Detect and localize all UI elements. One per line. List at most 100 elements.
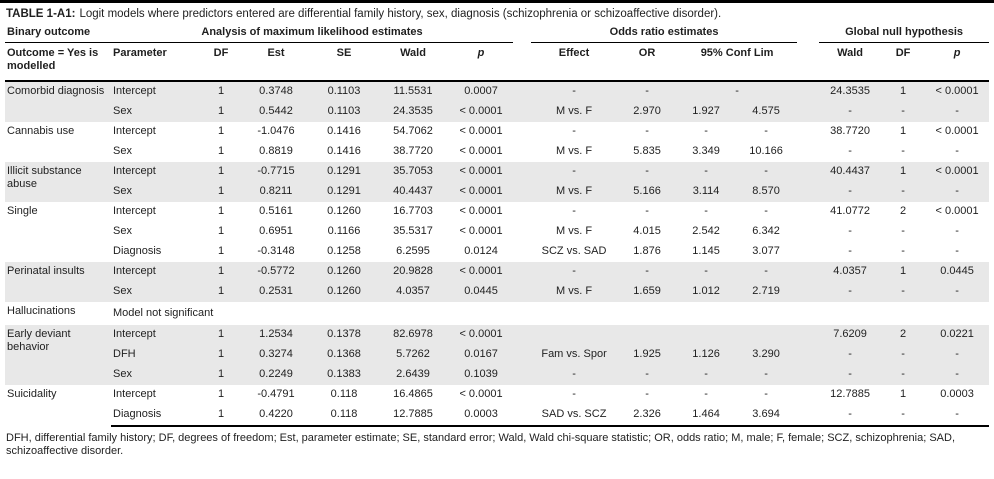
cell-wald: 35.5317: [393, 225, 433, 238]
cell-global-df: 1: [900, 125, 907, 138]
cell-global-p: 0.0003: [940, 388, 974, 401]
cell-df: 1: [201, 161, 241, 182]
cell-or: 4.015: [633, 225, 661, 238]
header-gap: [513, 42, 532, 82]
cell-gap: [513, 202, 531, 222]
cell-p: < 0.0001: [459, 145, 503, 158]
cell-wald: 4.0357: [377, 281, 449, 302]
cell-global-df: 1: [881, 261, 926, 282]
cell-df: 1: [201, 364, 241, 385]
cell-se: 0.1383: [311, 364, 377, 385]
header-group-global: Global null hypothesis: [819, 24, 990, 44]
cell-gap: [797, 202, 819, 222]
cell-conf-lower: 2.542: [692, 225, 720, 238]
cell-effect: M vs. F: [531, 101, 618, 122]
cell-global-df: -: [881, 344, 926, 365]
cell-conf-upper: 2.719: [735, 281, 798, 302]
cell-p: 0.0124: [464, 245, 498, 258]
cell-global-p: < 0.0001: [935, 125, 979, 138]
cell-est: -1.0476: [257, 125, 295, 138]
cell-global-df: -: [901, 245, 905, 258]
cell-p: < 0.0001: [459, 125, 503, 138]
cell-or: -: [645, 205, 649, 218]
cell-se: 0.1103: [311, 80, 377, 102]
cell-conf-upper: 4.575: [735, 101, 798, 122]
cell-gap: [797, 404, 820, 427]
header-gap: [513, 24, 531, 43]
cell-df: 1: [201, 261, 241, 282]
cell-global-p: < 0.0001: [925, 161, 990, 182]
cell-est: -0.3148: [257, 245, 295, 258]
cell-gap: [797, 181, 820, 202]
header-df: DF: [201, 42, 241, 82]
cell-gap: [797, 142, 819, 162]
cell-df: 1: [201, 324, 241, 345]
cell-est: -0.4791: [257, 388, 295, 401]
cell-global-p: -: [925, 101, 990, 122]
cell-global-p: -: [925, 344, 990, 365]
cell-gap: [513, 364, 532, 385]
cell-gap: [797, 281, 820, 302]
cell-parameter: Sex: [111, 281, 201, 302]
header-wald: Wald: [377, 42, 449, 82]
cell-se: 0.1260: [327, 205, 361, 218]
cell-conf-lower: [677, 324, 736, 345]
cell-se: 0.118: [330, 388, 358, 401]
cell-gap: [797, 364, 820, 385]
cell-se: 0.1166: [327, 225, 361, 238]
cell-wald: 38.7720: [393, 145, 433, 158]
cell-global-p: -: [955, 245, 959, 258]
cell-or: 5.166: [617, 181, 678, 202]
cell-conf-lower: 3.114: [677, 181, 736, 202]
cell-gap: [797, 344, 820, 365]
cell-effect: -: [572, 125, 576, 138]
cell-conf-lower: -: [704, 125, 708, 138]
cell-conf-upper: 3.290: [735, 344, 798, 365]
cell-parameter: Intercept: [111, 324, 201, 345]
cell-conf-upper: 3.077: [752, 245, 780, 258]
cell-parameter: Sex: [111, 364, 201, 385]
cell-df: 1: [201, 404, 241, 427]
table-row: DFH 1 0.3274 0.1368 5.7262 0.0167 Fam vs. Spor…: [5, 344, 990, 365]
cell-conf-upper: -: [735, 161, 798, 182]
cell-effect: M vs. F: [556, 225, 593, 238]
cell-global-df: 1: [900, 388, 907, 401]
cell-wald: 5.7262: [377, 344, 449, 365]
cell-or: 2.326: [617, 404, 678, 427]
header-effect: Effect: [531, 42, 618, 82]
cell-df: 1: [217, 205, 225, 218]
table-row: Sex 1 0.8211 0.1291 40.4437 < 0.0001 M vs. F 5.…: [5, 181, 990, 202]
cell-global-wald: -: [819, 281, 882, 302]
cell-p: 0.0167: [449, 344, 514, 365]
cell-or: 1.925: [617, 344, 678, 365]
cell-global-p: -: [955, 225, 959, 238]
cell-parameter: Intercept: [111, 261, 201, 282]
cell-parameter: Diagnosis: [113, 245, 162, 258]
table-row: Suicidality Intercept 1 -0.4791 0.118 16.4865…: [5, 385, 989, 405]
cell-or: 5.835: [633, 145, 661, 158]
cell-p: < 0.0001: [459, 388, 503, 401]
cell-conf-lower: 1.012: [677, 281, 736, 302]
cell-global-wald: 24.3535: [819, 80, 882, 102]
cell-se: 0.1258: [327, 245, 361, 258]
cell-conf-upper: -: [735, 364, 798, 385]
cell-p: < 0.0001: [449, 181, 514, 202]
cell-df: 1: [217, 388, 225, 401]
cell-gap: [797, 122, 819, 142]
cell-global-df: 1: [881, 80, 926, 102]
cell-global-df: 2: [900, 205, 907, 218]
cell-est: 0.3748: [241, 80, 311, 102]
cell-se: 0.1260: [311, 281, 377, 302]
cell-gap: [513, 181, 532, 202]
cell-note: Model not significant: [113, 306, 214, 319]
table-row: Hallucinations Model not significant: [5, 302, 989, 325]
cell-est: 0.6951: [259, 225, 293, 238]
cell-se: 0.1260: [311, 261, 377, 282]
cell-outcome: Comorbid diagnosis: [5, 80, 111, 122]
cell-parameter: Sex: [113, 225, 132, 238]
cell-effect: SCZ vs. SAD: [541, 245, 607, 258]
cell-global-df: -: [901, 225, 905, 238]
cell-gap: [797, 261, 820, 282]
cell-parameter: Intercept: [111, 161, 201, 182]
header-outcome-sub: Outcome = Yes is modelled: [5, 42, 111, 82]
